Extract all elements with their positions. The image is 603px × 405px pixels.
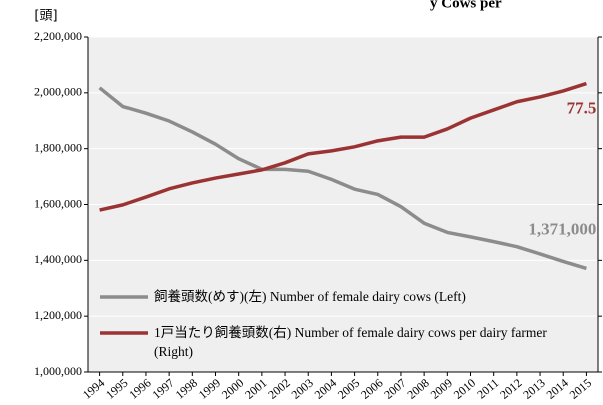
- x-tick-label: 1997: [149, 376, 176, 402]
- line-series: [98, 86, 587, 271]
- y-tick-label: 2,000,000: [34, 85, 82, 99]
- data-label: 77.5: [567, 98, 597, 117]
- x-tick-label: 2015: [567, 376, 594, 402]
- x-tick-label: 2001: [242, 376, 269, 402]
- y-tick-label: 1,400,000: [34, 252, 82, 266]
- legend-label: 1戸当たり飼養頭数(右) Number of female dairy cows…: [154, 325, 547, 359]
- x-tick-label: 1998: [173, 376, 200, 402]
- x-tick-label: 2009: [428, 376, 455, 402]
- x-tick-label: 2004: [312, 376, 339, 402]
- x-tick-label: 1996: [126, 376, 153, 402]
- y-tick-label: 1,200,000: [34, 308, 82, 322]
- x-tick-label: 2007: [381, 376, 408, 402]
- x-tick-label: 1999: [196, 376, 223, 402]
- y-tick-label: 1,800,000: [34, 140, 82, 154]
- x-tick-label: 2012: [497, 376, 524, 402]
- x-tick-label: 2013: [520, 376, 547, 402]
- x-tick-label: 2000: [219, 376, 246, 402]
- chart-title: y Cows per: [430, 0, 502, 11]
- x-tick-label: 2002: [265, 376, 292, 402]
- x-tick-label: 2010: [451, 376, 478, 402]
- x-tick-label: 2008: [404, 376, 431, 402]
- x-tick-label: 2014: [544, 376, 571, 402]
- line-series: [99, 81, 587, 212]
- y-tick-label: 1,600,000: [34, 196, 82, 210]
- x-tick-label: 2005: [335, 376, 362, 402]
- x-tick-label: 2006: [358, 376, 385, 402]
- x-tick-label: 2003: [289, 376, 316, 402]
- y-tick-label: 1,000,000: [34, 364, 82, 378]
- data-label: 1,371,000: [528, 219, 596, 238]
- x-tick-label: 1995: [103, 376, 130, 402]
- x-tick-label: 1994: [80, 376, 107, 402]
- y-tick-label: 2,200,000: [34, 29, 82, 43]
- y-axis-label: [頭]: [34, 9, 57, 24]
- legend-label: 飼養頭数(めす)(左) Number of female dairy cows …: [154, 289, 466, 304]
- x-tick-label: 2011: [474, 376, 501, 402]
